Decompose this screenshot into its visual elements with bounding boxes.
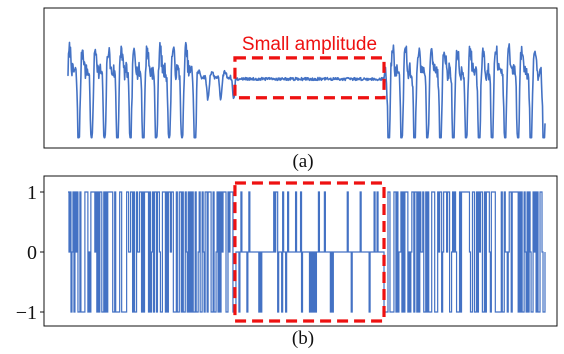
panel-b-ternary-sequence-line <box>68 191 546 313</box>
panel-b-frame <box>43 175 558 327</box>
y-tick-label: −1 <box>16 302 37 324</box>
sparse-switching-highlight-box <box>233 181 386 323</box>
y-tick-label: 0 <box>27 242 37 264</box>
panel-b-y-ticks: 1 0 −1 <box>16 182 44 324</box>
small-amplitude-highlight-box <box>233 56 386 100</box>
panel-a-signal-line <box>67 41 546 139</box>
panel-b-caption: (b) <box>292 328 314 349</box>
panel-b: 1 0 −1 (b) <box>16 175 558 349</box>
panel-a-frame <box>43 7 558 149</box>
y-tick-label: 1 <box>27 182 37 204</box>
panel-a: Small amplitude (a) <box>43 7 558 172</box>
panel-a-caption: (a) <box>292 151 313 172</box>
small-amplitude-label: Small amplitude <box>242 34 377 55</box>
